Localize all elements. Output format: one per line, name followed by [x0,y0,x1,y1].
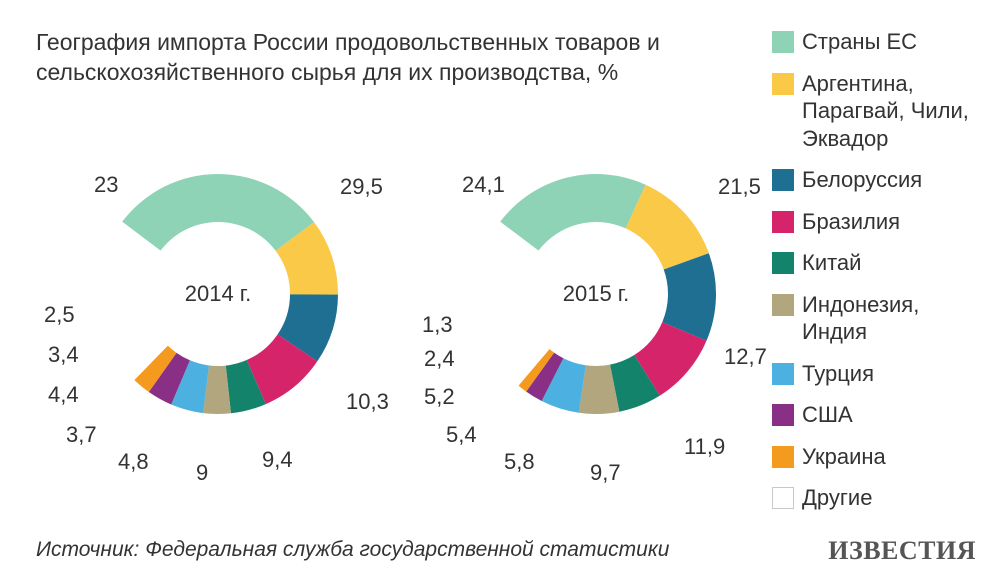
main-panel: География импорта России продовольственн… [36,28,772,562]
legend-item: Аргентина, Парагвай, Чили, Эквадор [772,70,980,153]
legend-item: Китай [772,249,980,277]
segment-value-label: 23 [94,172,118,198]
segment-value-label: 9,4 [262,447,293,473]
segment-value-label: 10,3 [346,389,389,415]
donut-svg-2015 [476,174,716,414]
segment-value-label: 12,7 [724,344,767,370]
segment-value-label: 4,8 [118,449,149,475]
legend-item: Страны ЕС [772,28,980,56]
donut-segment [122,174,314,251]
segment-value-label: 2,5 [44,302,75,328]
segment-value-label: 24,1 [462,172,505,198]
legend-swatch [772,211,794,233]
legend-item: Другие [772,484,980,512]
segment-value-label: 5,2 [424,384,455,410]
legend-swatch [772,487,794,509]
legend-swatch [772,404,794,426]
legend-item: США [772,401,980,429]
source-text: Источник: Федеральная служба государстве… [36,520,772,562]
chart-container: География импорта России продовольственн… [0,0,1000,582]
charts-row: 2014 г. 29,510,39,494,83,74,43,42,523 20… [36,106,772,484]
legend-swatch [772,294,794,316]
segment-value-label: 9,7 [590,460,621,486]
legend-label: Индонезия, Индия [802,291,980,346]
legend-label: Страны ЕС [802,28,917,56]
legend-label: Китай [802,249,861,277]
legend-swatch [772,252,794,274]
segment-value-label: 4,4 [48,382,79,408]
legend-label: Бразилия [802,208,900,236]
legend-label: Белоруссия [802,166,922,194]
donut-svg-2014 [98,174,338,414]
donut-2015: 2015 г. 21,512,711,99,75,85,45,22,41,324… [422,114,772,484]
legend-item: Бразилия [772,208,980,236]
segment-value-label: 21,5 [718,174,761,200]
segment-value-label: 2,4 [424,346,455,372]
legend-item: Турция [772,360,980,388]
legend-swatch [772,169,794,191]
legend-item: Белоруссия [772,166,980,194]
segment-value-label: 1,3 [422,312,453,338]
segment-value-label: 5,8 [504,449,535,475]
segment-value-label: 11,9 [684,434,725,460]
legend-item: Украина [772,443,980,471]
legend-label: Другие [802,484,872,512]
legend-item: Индонезия, Индия [772,291,980,346]
segment-value-label: 29,5 [340,174,383,200]
legend-label: Аргентина, Парагвай, Чили, Эквадор [802,70,980,153]
brand-logo: ИЗВЕСТИЯ [828,536,976,566]
segment-value-label: 3,4 [48,342,79,368]
chart-title: География импорта России продовольственн… [36,28,772,88]
legend-swatch [772,446,794,468]
legend-label: Украина [802,443,886,471]
segment-value-label: 9 [196,460,208,486]
legend-label: Турция [802,360,874,388]
legend-swatch [772,73,794,95]
legend-swatch [772,31,794,53]
segment-value-label: 5,4 [446,422,477,448]
legend-swatch [772,363,794,385]
legend-label: США [802,401,853,429]
legend: Страны ЕС Аргентина, Парагвай, Чили, Эква… [772,28,980,562]
donut-2014: 2014 г. 29,510,39,494,83,74,43,42,523 [44,114,394,484]
segment-value-label: 3,7 [66,422,97,448]
